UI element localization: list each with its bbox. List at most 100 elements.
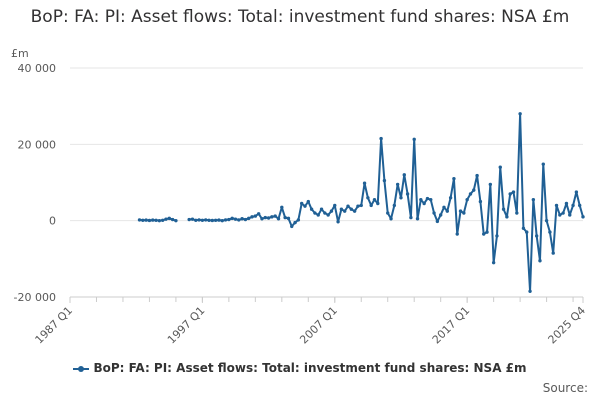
series-points <box>137 112 585 293</box>
data-point <box>488 182 493 187</box>
data-point <box>164 217 168 221</box>
data-point <box>250 215 254 219</box>
data-point <box>154 218 158 222</box>
legend-swatch-icon <box>73 365 90 373</box>
data-point <box>263 215 267 220</box>
data-point <box>256 212 261 216</box>
data-point <box>386 211 390 215</box>
data-point <box>323 211 327 215</box>
data-point <box>472 188 476 192</box>
data-point <box>389 217 393 221</box>
legend[interactable]: BoP: FA: PI: Asset flows: Total: investm… <box>0 361 600 375</box>
data-point <box>346 204 350 208</box>
data-point <box>548 230 552 234</box>
data-point <box>160 218 165 222</box>
data-point <box>402 173 406 177</box>
data-point <box>266 216 271 220</box>
data-point <box>157 218 162 223</box>
data-point <box>574 190 579 194</box>
data-point <box>316 213 320 217</box>
data-point <box>495 234 499 238</box>
data-point <box>237 218 241 222</box>
data-point <box>429 197 433 202</box>
data-point <box>187 217 191 222</box>
data-point <box>141 218 145 222</box>
data-point <box>204 218 208 222</box>
data-point <box>329 209 334 213</box>
data-point <box>147 218 152 223</box>
data-point <box>296 218 301 222</box>
data-point <box>286 216 291 221</box>
data-point <box>210 218 215 223</box>
data-point <box>432 211 436 215</box>
data-point <box>137 218 142 222</box>
x-tick-label: 1987 Q1 <box>33 304 76 347</box>
data-point <box>290 224 294 229</box>
data-point <box>498 165 502 169</box>
x-tick-label: 2017 Q1 <box>430 304 473 347</box>
data-point <box>399 196 403 200</box>
data-point <box>293 220 297 225</box>
data-point <box>419 197 423 202</box>
gridlines <box>70 67 583 298</box>
data-point <box>356 204 360 208</box>
data-point <box>531 197 536 202</box>
data-point <box>273 214 277 218</box>
data-point <box>465 197 469 202</box>
data-point <box>319 207 324 211</box>
data-point <box>220 218 224 223</box>
data-point <box>339 207 344 211</box>
data-point <box>382 178 387 183</box>
data-point <box>558 213 562 217</box>
data-point <box>581 215 585 219</box>
data-point <box>501 207 506 211</box>
data-point <box>376 201 380 206</box>
data-point <box>349 207 354 211</box>
x-tick-label: 2007 Q1 <box>297 304 340 347</box>
data-point <box>359 203 363 208</box>
series-line <box>189 112 584 293</box>
data-point <box>207 218 211 222</box>
data-point <box>561 211 565 215</box>
data-point <box>299 201 304 206</box>
y-axis-unit-label: £m <box>11 47 29 60</box>
data-point <box>343 209 347 213</box>
data-point <box>280 205 284 210</box>
data-point <box>233 217 238 221</box>
y-tick-label: -20 000 <box>14 291 56 304</box>
data-point <box>174 218 178 223</box>
data-point <box>333 203 337 208</box>
data-point <box>521 226 526 230</box>
data-point <box>422 201 426 206</box>
data-point <box>227 217 231 222</box>
data-point <box>230 216 234 221</box>
data-point <box>425 196 430 201</box>
data-point <box>435 219 440 224</box>
data-point <box>313 211 317 215</box>
data-point <box>541 162 545 166</box>
data-point <box>283 215 287 220</box>
data-point <box>217 218 221 222</box>
data-point <box>190 217 195 221</box>
data-point <box>395 182 400 187</box>
data-point <box>544 218 549 223</box>
data-point <box>511 190 516 194</box>
data-point <box>491 260 496 265</box>
data-point <box>409 215 413 220</box>
data-point <box>551 251 555 255</box>
data-point <box>303 204 307 208</box>
data-point <box>392 203 397 208</box>
data-point <box>485 230 489 234</box>
data-point <box>253 214 258 218</box>
data-point <box>568 213 572 217</box>
data-point <box>475 173 479 178</box>
data-point <box>369 203 373 208</box>
data-point <box>508 192 512 196</box>
source-label: Source: <box>542 381 588 395</box>
data-point <box>448 196 453 200</box>
data-point <box>270 215 274 219</box>
data-point <box>452 176 456 181</box>
data-point <box>571 203 575 208</box>
data-point <box>240 217 244 221</box>
